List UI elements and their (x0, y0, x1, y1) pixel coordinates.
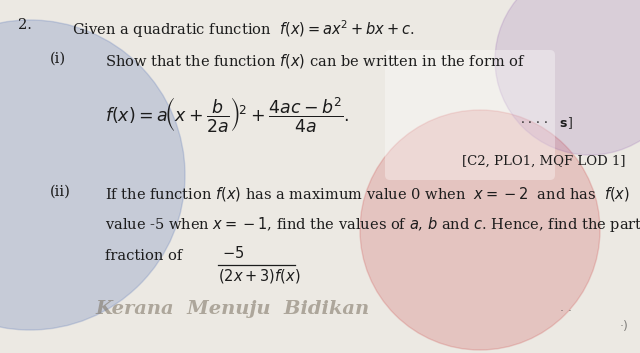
Text: If the function $f(x)$ has a maximum value 0 when  $x=-2$  and has  $f(x)$: If the function $f(x)$ has a maximum val… (105, 185, 630, 203)
Text: $(2x+3)f(x)$: $(2x+3)f(x)$ (218, 267, 301, 285)
Circle shape (495, 0, 640, 155)
Text: [C2, PLO1, MQF LOD 1]: [C2, PLO1, MQF LOD 1] (461, 155, 625, 168)
FancyBboxPatch shape (385, 50, 555, 180)
Text: (i): (i) (50, 52, 66, 66)
Text: $f(x)=a\!\left(x+\dfrac{b}{2a}\right)^{\!2}+\dfrac{4ac-b^{2}}{4a}.$: $f(x)=a\!\left(x+\dfrac{b}{2a}\right)^{\… (105, 95, 349, 134)
Text: (ii): (ii) (50, 185, 71, 199)
Text: value -5 when $x=-1$, find the values of $a$, $b$ and $c$. Hence, find the parti: value -5 when $x=-1$, find the values of… (105, 215, 640, 234)
Text: $-5$: $-5$ (222, 245, 244, 261)
Text: Given a quadratic function  $f(x)= ax^2 +bx+c$.: Given a quadratic function $f(x)= ax^2 +… (72, 18, 415, 40)
Text: · · · ·   $\mathbf{s}$]: · · · · $\mathbf{s}$] (520, 115, 573, 131)
Text: Show that the function $f(x)$ can be written in the form of: Show that the function $f(x)$ can be wri… (105, 52, 525, 70)
Text: · ·: · · (560, 305, 572, 318)
Text: 2.: 2. (18, 18, 32, 32)
Circle shape (360, 110, 600, 350)
Text: fraction of: fraction of (105, 249, 182, 263)
Text: ·): ·) (620, 320, 629, 333)
Circle shape (0, 20, 185, 330)
Text: Kerana  Menuju  Bidikan: Kerana Menuju Bidikan (95, 300, 369, 318)
